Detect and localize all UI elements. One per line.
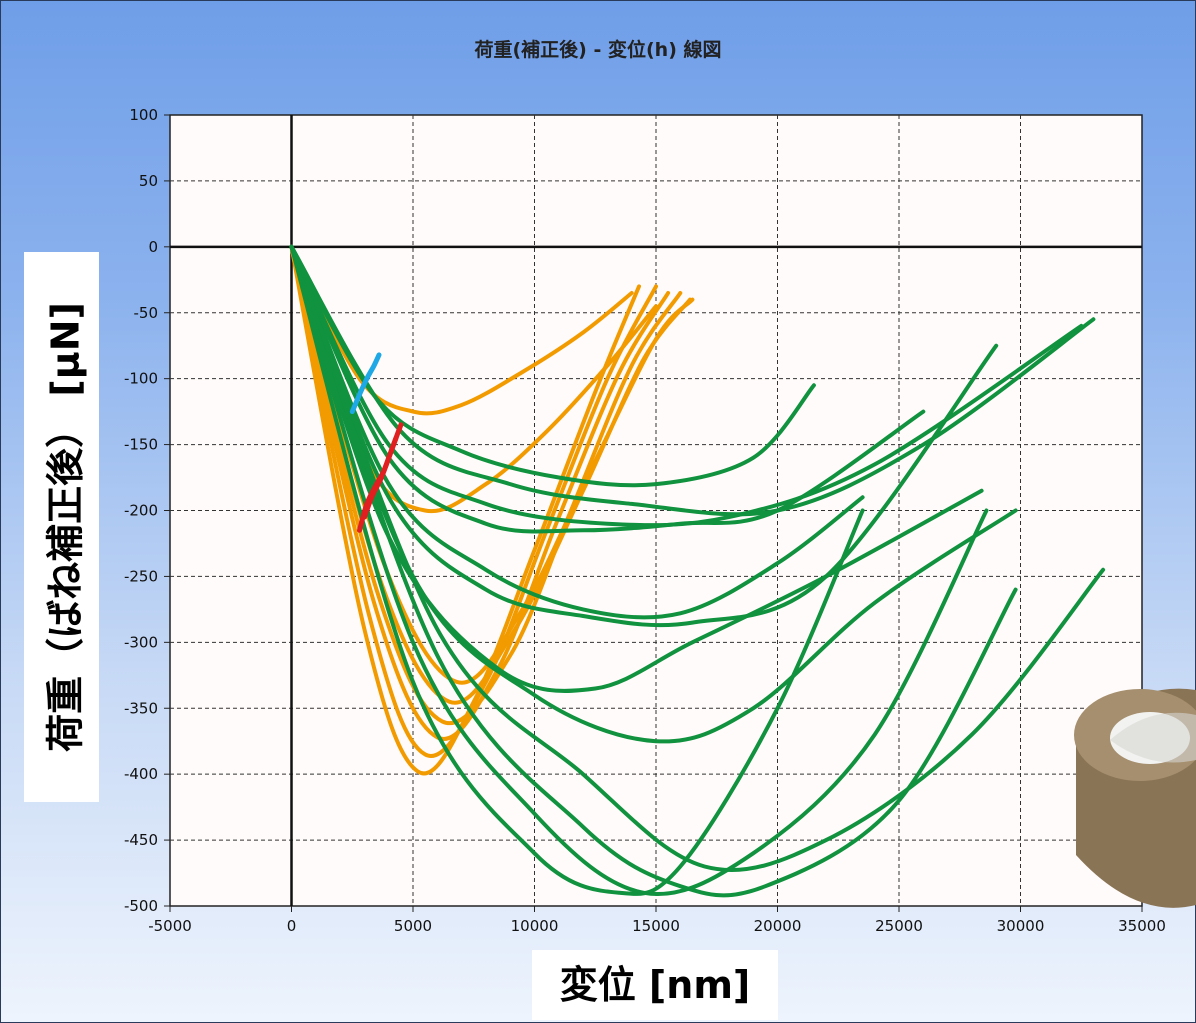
series-line-green <box>289 244 1018 744</box>
y-axis-label: 荷重（ばね補正後） [μN] <box>43 302 87 752</box>
chart-title: 荷重(補正後) - 変位(h) 線図 <box>474 39 722 61</box>
x-tick-label: 30000 <box>997 917 1045 935</box>
series-line-orange <box>289 244 683 726</box>
y-tick-label: -400 <box>124 765 158 783</box>
series-line-green <box>289 244 1084 528</box>
series-line-green <box>289 244 989 896</box>
y-tick-label: 0 <box>148 238 158 256</box>
tape-roll-image <box>1074 688 1196 908</box>
x-tick-label: 0 <box>287 917 297 935</box>
x-tick-label: 5000 <box>394 917 432 935</box>
y-tick-label: -100 <box>124 370 158 388</box>
y-tick-label: -250 <box>124 567 158 585</box>
series-line-red <box>361 435 399 520</box>
x-tick-label: 25000 <box>875 917 923 935</box>
y-tick-label: -500 <box>124 897 158 915</box>
x-axis-label: 変位 [nm] <box>532 950 778 1020</box>
tape-roll-inner <box>1110 712 1196 763</box>
series-line-green <box>289 244 865 620</box>
x-tick-label: -5000 <box>148 917 192 935</box>
y-tick-label: 100 <box>129 106 158 124</box>
series-line-green <box>289 244 1096 517</box>
series-line-orange <box>289 244 634 416</box>
series-line-green <box>289 244 1018 898</box>
series-line-green <box>289 244 926 534</box>
y-tick-label: -350 <box>124 699 158 717</box>
series-line-green <box>289 244 999 628</box>
y-tick-label: -50 <box>134 304 159 322</box>
series-line-blue <box>349 352 382 415</box>
y-tick-label: -150 <box>124 436 158 454</box>
x-tick-label: 35000 <box>1118 917 1166 935</box>
x-tick-label: 15000 <box>632 917 680 935</box>
y-tick-label: 50 <box>139 172 158 190</box>
x-tick-label: 20000 <box>754 917 802 935</box>
series-line-green <box>289 244 865 896</box>
x-tick-label: 10000 <box>511 917 559 935</box>
y-tick-label: -200 <box>124 502 158 520</box>
y-axis-label-box: 荷重（ばね補正後） [μN] <box>24 252 99 802</box>
y-tick-label: -300 <box>124 633 158 651</box>
y-tick-label: -450 <box>124 831 158 849</box>
